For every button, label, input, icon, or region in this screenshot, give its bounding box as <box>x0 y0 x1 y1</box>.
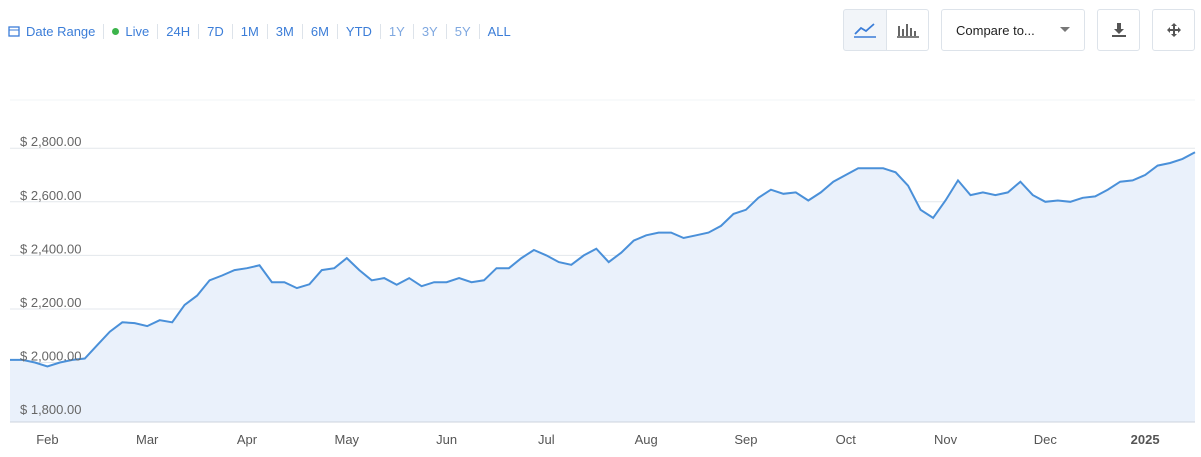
range-button[interactable]: 1Y <box>381 23 414 39</box>
calendar-icon <box>8 26 20 37</box>
range-button[interactable]: 6M <box>303 23 338 39</box>
y-tick-label: $ 2,400.00 <box>20 241 81 256</box>
compare-select[interactable]: Compare to... <box>941 9 1085 51</box>
live-label: Live <box>125 23 150 39</box>
x-tick-label: Nov <box>934 432 958 447</box>
x-tick-label: Aug <box>635 432 658 447</box>
date-range-label: Date Range <box>26 23 96 39</box>
x-tick-label: Dec <box>1034 432 1058 447</box>
y-tick-label: $ 2,800.00 <box>20 134 81 149</box>
download-icon <box>1111 23 1126 37</box>
y-tick-label: $ 2,000.00 <box>20 349 81 364</box>
x-tick-label: Apr <box>237 432 258 447</box>
date-range[interactable]: Date Range <box>8 23 105 39</box>
line-icon <box>854 23 876 38</box>
x-tick-label: Feb <box>36 432 58 447</box>
compare-label: Compare to... <box>956 22 1035 38</box>
live[interactable]: Live <box>104 23 159 39</box>
x-tick-label: May <box>335 432 360 447</box>
x-tick-label: Oct <box>836 432 857 447</box>
move-icon <box>1166 23 1181 37</box>
range-button[interactable]: YTD <box>338 23 381 39</box>
area-fill <box>10 152 1195 422</box>
y-tick-label: $ 2,200.00 <box>20 295 81 310</box>
range-button[interactable]: 5Y <box>447 23 480 39</box>
line-chart-button[interactable] <box>843 9 887 51</box>
x-tick-label: Mar <box>136 432 159 447</box>
range-button[interactable]: 24H <box>158 23 200 39</box>
bar-icon <box>896 24 919 38</box>
download-button[interactable] <box>1097 9 1140 51</box>
dropdown-arrow <box>1060 27 1070 32</box>
price-line <box>10 151 1196 368</box>
bar-chart-button[interactable] <box>886 9 929 51</box>
x-tick-label: Sep <box>734 432 757 447</box>
toolbar: Date Range Live 24H 7D 1M 3M 6M YTD 1Y 3Y 5Y ALL <box>8 20 519 42</box>
x-tick-label: Jul <box>538 432 555 447</box>
y-tick-label: $ 2,600.00 <box>20 188 81 203</box>
x-tick-label: Jun <box>436 432 457 447</box>
range-button[interactable]: 1M <box>233 23 268 39</box>
range-button[interactable]: 3Y <box>414 23 447 39</box>
y-tick-label: $ 1,800.00 <box>20 402 81 417</box>
x-tick-label: 2025 <box>1131 432 1160 447</box>
range-button[interactable]: 3M <box>268 23 303 39</box>
range-button[interactable]: 7D <box>199 23 233 39</box>
live-dot <box>112 27 120 35</box>
fullscreen-button[interactable] <box>1152 9 1195 51</box>
range-button[interactable]: ALL <box>487 23 511 39</box>
